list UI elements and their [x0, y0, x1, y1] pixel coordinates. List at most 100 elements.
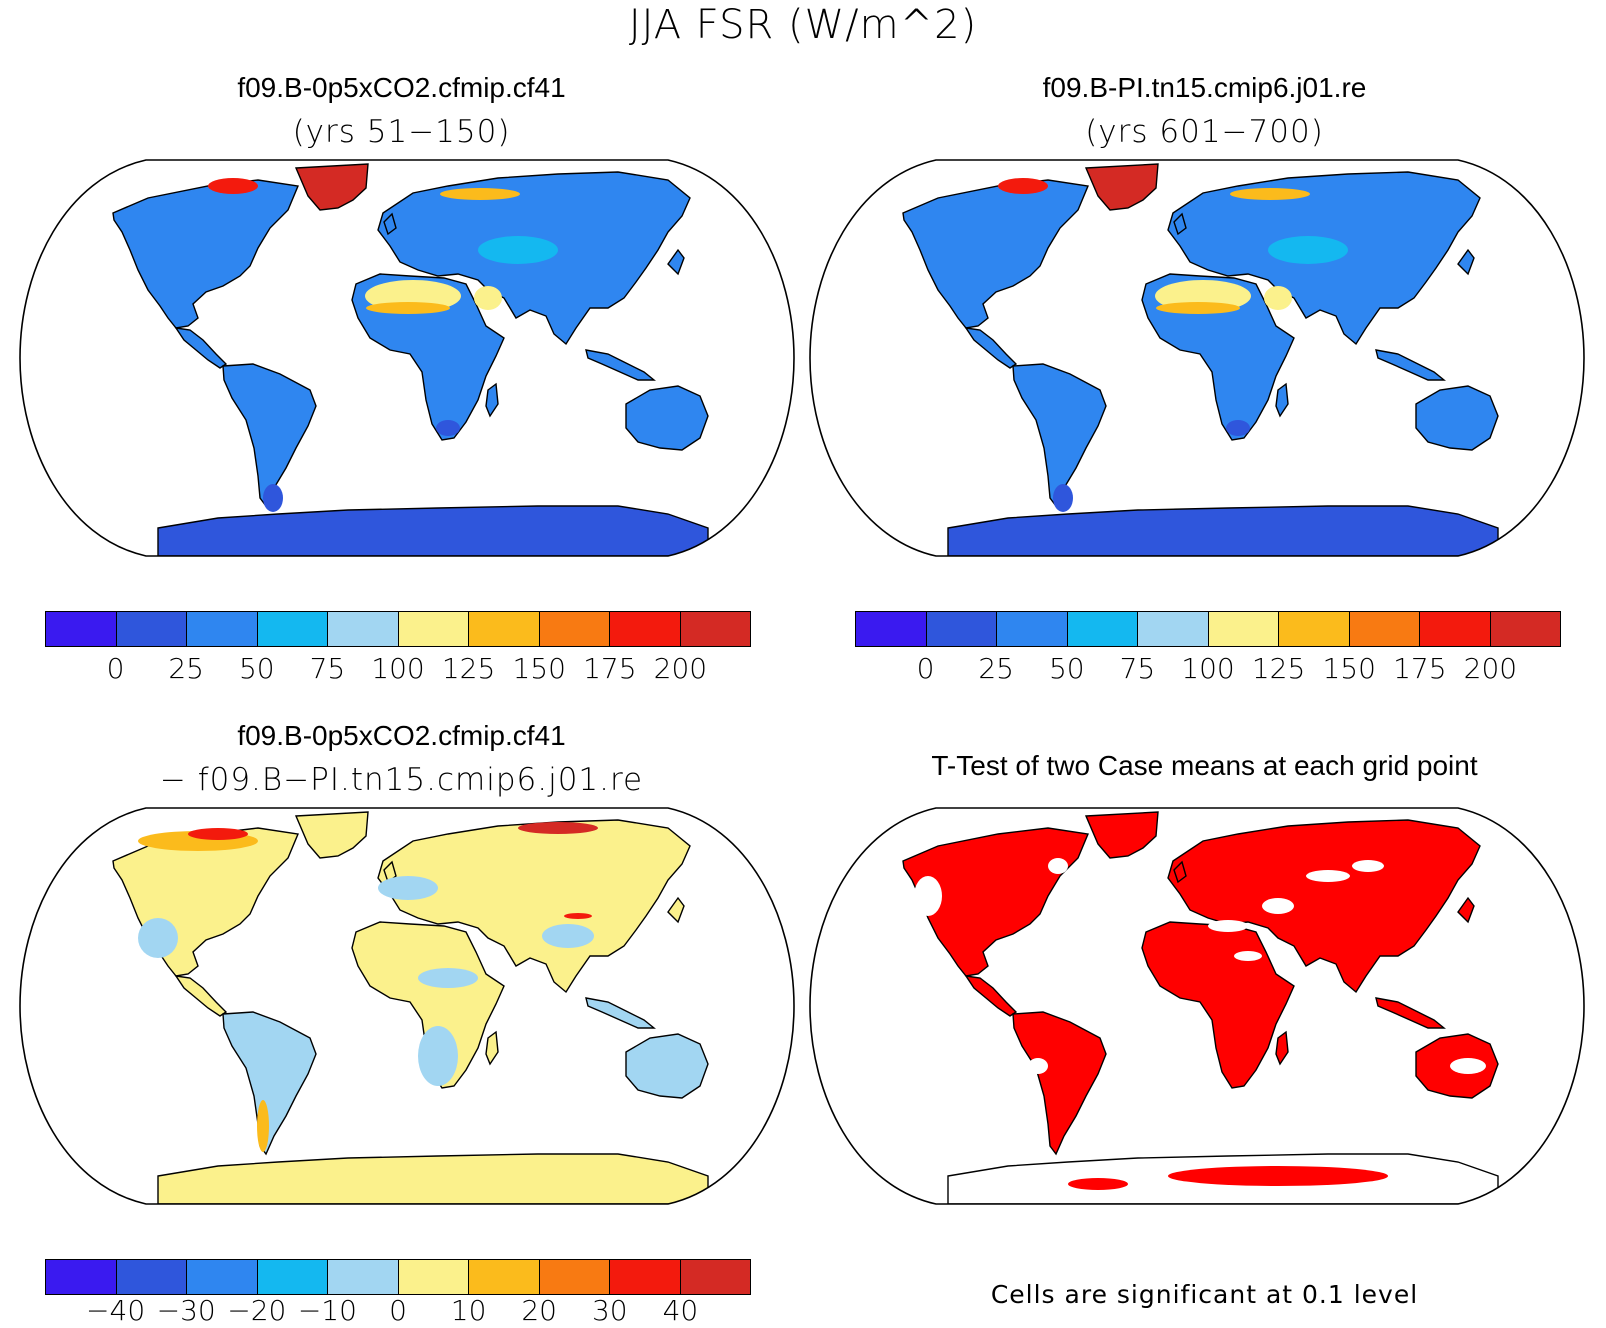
maritime-continent-landmass [585, 349, 656, 381]
madagascar-landmass [1275, 1030, 1289, 1066]
north-america-landmass [112, 179, 299, 329]
colorbar-tick-label: 10 [450, 1294, 487, 1327]
panel-subtitle-top-left: (yrs 51−150) [292, 114, 511, 150]
panel-title-top-right: f09.B-PI.tn15.cmip6.j01.re [1042, 72, 1367, 103]
british-isles-landmass [383, 212, 397, 236]
africa-landmass [351, 921, 505, 1089]
central-asia-light [478, 236, 558, 264]
non-significant-area [1450, 1058, 1486, 1074]
non-significant-area [914, 876, 942, 916]
colorbar-swatch [469, 612, 540, 646]
colorbar-tick-label: 50 [238, 652, 275, 685]
greenland-landmass [294, 163, 369, 211]
panel-title-bottom-right: T-Test of two Case means at each grid po… [931, 750, 1478, 781]
madagascar-landmass [485, 382, 499, 418]
colorbar-swatch [398, 1260, 469, 1294]
panel-title-bottom-left: f09.B-0p5xCO2.cfmip.cf41 [237, 720, 566, 751]
map-case2-mean [809, 159, 1585, 557]
madagascar-landmass [1275, 382, 1289, 418]
colorbar-swatch [856, 612, 927, 646]
colorbar-tick-label: 150 [1322, 652, 1376, 685]
antarctica-significant-west [1068, 1178, 1128, 1190]
colorbar-tick-label: 40 [662, 1294, 699, 1327]
central-america-landmass [964, 975, 1018, 1017]
map-frame [809, 807, 1585, 1205]
colorbar-tick-label: 200 [653, 652, 708, 685]
non-significant-area [1048, 858, 1068, 874]
eurasia-landmass [377, 819, 691, 994]
antarctica-landmass [947, 505, 1499, 556]
colorbar-swatch [610, 1260, 681, 1294]
figure-title: JJA FSR (W/m^2) [628, 2, 978, 48]
japan-landmass [667, 248, 685, 276]
british-isles-landmass [383, 860, 397, 884]
greenland-landmass [1084, 811, 1159, 859]
central-asia-light [1268, 236, 1348, 264]
central-america-landmass [964, 327, 1018, 369]
sahara-core [1156, 302, 1240, 314]
non-significant-area [1306, 870, 1350, 882]
south-america-landmass [1012, 1011, 1107, 1156]
colorbar-ticks-bottom-left: −40 −30 −20 −10 0 10 20 30 40 [45, 1294, 751, 1328]
colorbar-tick-label: 175 [1393, 652, 1447, 685]
africa-landmass [1141, 273, 1295, 441]
colorbar-tick-label: 100 [371, 652, 425, 685]
colorbar-swatch [187, 612, 258, 646]
colorbar-ticks-top-right: 0 25 50 75 100 125 150 175 200 [855, 652, 1561, 686]
north-america-landmass [902, 179, 1089, 329]
british-isles-landmass [1173, 212, 1187, 236]
colorbar-tick-label: −20 [227, 1294, 287, 1327]
madagascar-landmass [485, 1030, 499, 1066]
map-frame [19, 807, 795, 1205]
africa-landmass [1141, 921, 1295, 1089]
africa-landmass [351, 273, 505, 441]
antarctica-landmass [157, 505, 709, 556]
british-isles-landmass [1173, 860, 1187, 884]
colorbar-tick-label: −40 [86, 1294, 146, 1327]
us-southwest-negative [138, 918, 178, 958]
patagonia-low [1053, 484, 1073, 512]
colorbar-swatch [997, 612, 1068, 646]
colorbar-swatch [1208, 612, 1279, 646]
siberia-strong-positive [518, 822, 598, 834]
colorbar-swatch [610, 612, 681, 646]
colorbar-swatch [926, 612, 997, 646]
maritime-continent-landmass [1375, 997, 1446, 1029]
south-america-landmass [1012, 363, 1107, 508]
southern-africa-negative [418, 1026, 458, 1086]
maritime-continent-landmass [1375, 349, 1446, 381]
greenland-landmass [294, 811, 369, 859]
colorbar-tick-label: −10 [297, 1294, 357, 1327]
south-africa-low [1226, 420, 1250, 436]
non-significant-area [1208, 920, 1248, 932]
non-significant-area [1262, 898, 1294, 914]
colorbar-tick-label: 200 [1463, 652, 1518, 685]
panel-title-top-left: f09.B-0p5xCO2.cfmip.cf41 [237, 72, 566, 103]
arctic-canada-high [208, 178, 258, 194]
colorbar-swatch [1067, 612, 1138, 646]
map-case1-mean [19, 159, 795, 557]
significance-footnote: Cells are significant at 0.1 level [990, 1280, 1419, 1309]
colorbar-swatch [46, 612, 117, 646]
colorbar-ticks-top-left: 0 25 50 75 100 125 150 175 200 [45, 652, 751, 686]
andes-positive [257, 1100, 269, 1152]
colorbar-tick-label: 25 [168, 652, 205, 685]
antarctica-significant [1168, 1166, 1388, 1186]
japan-landmass [1457, 896, 1475, 924]
colorbar-tick-label: 0 [106, 652, 125, 685]
australia-landmass [625, 385, 709, 451]
siberia-coast-high [1230, 188, 1310, 200]
arctic-canada-high [998, 178, 1048, 194]
colorbar-tick-label: 0 [916, 652, 935, 685]
colorbar-tick-label: 25 [978, 652, 1015, 685]
colorbar-swatch [539, 612, 610, 646]
colorbar-tick-label: 100 [1181, 652, 1235, 685]
australia-landmass [625, 1033, 709, 1099]
arabia-high-flux [474, 286, 502, 310]
central-america-landmass [174, 327, 228, 369]
colorbar-swatch [116, 612, 187, 646]
japan-landmass [667, 896, 685, 924]
colorbar-tick-label: 75 [309, 652, 346, 685]
colorbar-tick-label: 75 [1119, 652, 1156, 685]
south-asia-negative [542, 924, 594, 948]
